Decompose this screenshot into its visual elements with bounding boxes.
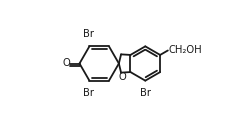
Text: Br: Br [83, 29, 94, 39]
Text: Br: Br [83, 88, 94, 98]
Text: Br: Br [139, 88, 150, 98]
Text: O: O [62, 59, 70, 68]
Text: CH₂OH: CH₂OH [168, 45, 201, 55]
Text: O: O [118, 73, 125, 82]
